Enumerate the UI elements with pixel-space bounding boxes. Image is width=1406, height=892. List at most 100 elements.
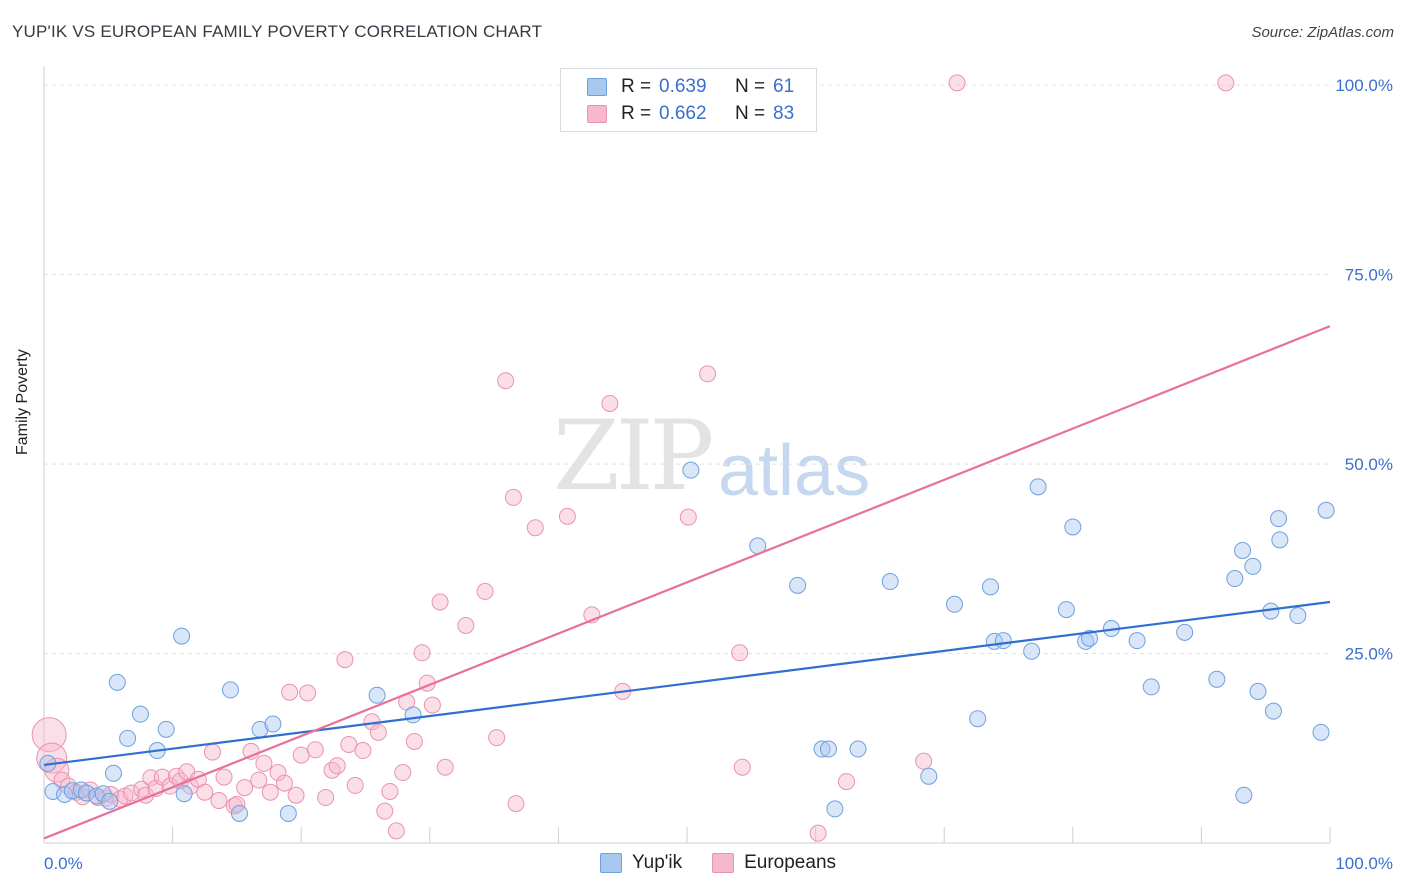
series-swatch-pink bbox=[712, 853, 735, 873]
europeans-point bbox=[287, 786, 305, 804]
legend-n-label: N = bbox=[735, 103, 766, 124]
europeans-point bbox=[405, 732, 423, 750]
europeans-point bbox=[526, 519, 544, 537]
yupik-point bbox=[1234, 541, 1252, 559]
yupik-point bbox=[279, 804, 297, 822]
europeans-point bbox=[275, 774, 293, 792]
y-tick-label: 25.0% bbox=[1345, 645, 1393, 664]
europeans-point bbox=[215, 768, 233, 786]
yupik-point bbox=[230, 804, 248, 822]
europeans-point bbox=[31, 717, 67, 753]
legend-r-label: R = bbox=[621, 76, 652, 97]
europeans-point bbox=[476, 582, 494, 600]
yupik-point bbox=[104, 764, 122, 782]
yupik-point bbox=[173, 627, 191, 645]
yupik-point bbox=[826, 800, 844, 818]
source-label: Source: ZipAtlas.com bbox=[1251, 24, 1394, 41]
yupik-point bbox=[1142, 678, 1160, 696]
yupik-point bbox=[945, 595, 963, 613]
europeans-point bbox=[281, 683, 299, 701]
yupik-point bbox=[1128, 632, 1146, 650]
yupik-point bbox=[1271, 531, 1289, 549]
yupik-point bbox=[119, 729, 137, 747]
europeans-point bbox=[413, 644, 431, 662]
europeans-point bbox=[369, 723, 387, 741]
legend-r-label: R = bbox=[621, 103, 652, 124]
yupik-point bbox=[264, 715, 282, 733]
yupik-point bbox=[969, 710, 987, 728]
europeans-point bbox=[376, 802, 394, 820]
europeans-point bbox=[328, 757, 346, 775]
yupik-point bbox=[1023, 642, 1041, 660]
yupik-point bbox=[981, 578, 999, 596]
europeans-point bbox=[203, 743, 221, 761]
x-tick-label: 100.0% bbox=[1335, 854, 1393, 873]
yupik-point bbox=[849, 740, 867, 758]
europeans-point bbox=[299, 684, 317, 702]
yupik-point bbox=[101, 792, 119, 810]
yupik-point bbox=[819, 740, 837, 758]
europeans-point bbox=[809, 824, 827, 842]
legend-r-value: 0.639 bbox=[659, 76, 707, 97]
legend-r-value: 0.662 bbox=[659, 103, 707, 124]
europeans-point bbox=[53, 771, 71, 789]
legend-swatch-blue bbox=[587, 78, 607, 96]
yupik-point bbox=[175, 785, 193, 803]
yupik-point bbox=[108, 673, 126, 691]
europeans-point bbox=[733, 758, 751, 776]
y-tick-label: 75.0% bbox=[1345, 266, 1393, 285]
yupik-point bbox=[404, 706, 422, 724]
yupik-point bbox=[1249, 682, 1267, 700]
series-legend-europeans[interactable]: Europeans bbox=[712, 852, 836, 874]
legend-row-yupik: R = 0.639 N = 61 bbox=[587, 74, 794, 100]
europeans-trend-line bbox=[43, 325, 1331, 840]
yupik-point bbox=[368, 686, 386, 704]
europeans-point bbox=[431, 593, 449, 611]
axes bbox=[43, 66, 1331, 844]
europeans-point bbox=[196, 783, 214, 801]
yupik-point bbox=[1064, 518, 1082, 536]
europeans-point bbox=[269, 764, 287, 782]
europeans-point bbox=[948, 74, 966, 92]
yupik-point bbox=[77, 784, 95, 802]
europeans-point bbox=[731, 644, 749, 662]
yupik-point bbox=[1312, 723, 1330, 741]
series-label-yupik: Yup'ik bbox=[632, 852, 683, 873]
watermark-atlas: atlas bbox=[718, 431, 871, 511]
grid-lines bbox=[44, 84, 1330, 655]
yupik-point bbox=[813, 740, 831, 758]
correlation-legend: R = 0.639 N = 61 R = 0.662 N = 83 bbox=[560, 68, 817, 132]
europeans-point bbox=[236, 779, 254, 797]
europeans-point bbox=[436, 758, 454, 776]
yupik-point bbox=[1235, 786, 1253, 804]
yupik-point bbox=[1244, 557, 1262, 575]
legend-n-value: 83 bbox=[773, 103, 795, 124]
europeans-point bbox=[601, 394, 619, 412]
yupik-point bbox=[72, 781, 90, 799]
x-tick-label: 0.0% bbox=[44, 854, 83, 873]
series-label-europeans: Europeans bbox=[744, 852, 837, 873]
series-swatch-blue bbox=[600, 853, 622, 873]
europeans-point bbox=[354, 742, 372, 760]
europeans-point bbox=[699, 365, 717, 383]
legend-n-label: N = bbox=[735, 76, 766, 97]
series-legend: Yup'ik Europeans bbox=[600, 852, 866, 874]
watermark-zip: ZIP bbox=[553, 400, 714, 512]
series-legend-yupik[interactable]: Yup'ik bbox=[600, 852, 682, 874]
europeans-point bbox=[336, 651, 354, 669]
yupik-point bbox=[881, 573, 899, 591]
europeans-point bbox=[346, 776, 364, 794]
europeans-point bbox=[679, 508, 697, 526]
europeans-point bbox=[488, 729, 506, 747]
europeans-point bbox=[423, 696, 441, 714]
europeans-point bbox=[457, 616, 475, 634]
y-tick-label: 100.0% bbox=[1335, 76, 1393, 95]
europeans-point bbox=[122, 784, 140, 802]
europeans-point bbox=[394, 764, 412, 782]
europeans-point bbox=[558, 507, 576, 525]
yupik-point bbox=[1057, 601, 1075, 619]
europeans-point bbox=[255, 754, 273, 772]
yupik-point bbox=[63, 782, 81, 800]
europeans-point bbox=[210, 792, 228, 810]
yupik-point bbox=[1317, 501, 1335, 519]
